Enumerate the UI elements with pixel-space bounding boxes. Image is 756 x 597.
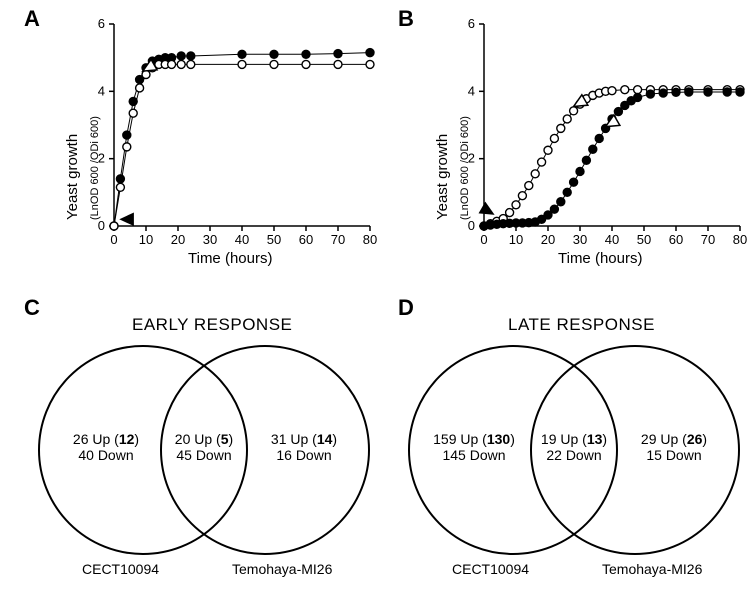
venn-d-center-text: 19 Up (13)22 Down <box>532 431 616 463</box>
svg-text:10: 10 <box>509 232 523 247</box>
svg-text:20: 20 <box>541 232 555 247</box>
chart-a-ylabel-sub: (LnOD 600 /ODi 600) <box>89 116 101 220</box>
panel-label-b: B <box>398 6 414 32</box>
svg-text:60: 60 <box>299 232 313 247</box>
chart-a-xlabel: Time (hours) <box>188 250 272 267</box>
svg-text:70: 70 <box>331 232 345 247</box>
chart-b: Yeast growth (LnOD 600 /ODi 600) 0 10 20 30… <box>422 10 752 270</box>
chart-a: Yeast growth (LnOD 600 /ODi 600) 0 10 20 30… <box>52 10 382 270</box>
venn-d-right-text: 29 Up (26)15 Down <box>622 431 726 463</box>
svg-text:80: 80 <box>733 232 747 247</box>
chart-b-ylabel: Yeast growth (LnOD 600 /ODi 600) <box>434 116 471 220</box>
chart-a-svg: 010203040506070800246 <box>52 10 382 270</box>
svg-text:6: 6 <box>98 16 105 31</box>
svg-text:4: 4 <box>468 83 475 98</box>
svg-text:80: 80 <box>363 232 377 247</box>
panel-label-a: A <box>24 6 40 32</box>
svg-text:40: 40 <box>235 232 249 247</box>
svg-text:50: 50 <box>267 232 281 247</box>
venn-d-title: LATE RESPONSE <box>508 315 655 335</box>
venn-c-center-text: 20 Up (5)45 Down <box>162 431 246 463</box>
svg-text:0: 0 <box>98 218 105 233</box>
venn-c-right-text: 31 Up (14)16 Down <box>254 431 354 463</box>
chart-a-ylabel: Yeast growth (LnOD 600 /ODi 600) <box>64 116 101 220</box>
svg-text:50: 50 <box>637 232 651 247</box>
venn-d: LATE RESPONSE 159 Up (130)145 Down 19 Up… <box>400 315 748 590</box>
venn-c-left-caption: CECT10094 <box>82 561 159 577</box>
svg-text:10: 10 <box>139 232 153 247</box>
svg-text:60: 60 <box>669 232 683 247</box>
svg-text:0: 0 <box>110 232 117 247</box>
chart-b-ylabel-sub: (LnOD 600 /ODi 600) <box>459 116 471 220</box>
venn-c-title: EARLY RESPONSE <box>132 315 292 335</box>
svg-text:70: 70 <box>701 232 715 247</box>
svg-text:30: 30 <box>203 232 217 247</box>
venn-d-right-caption: Temohaya-MI26 <box>602 561 702 577</box>
venn-d-left-text: 159 Up (130)145 Down <box>414 431 534 463</box>
venn-c: EARLY RESPONSE 26 Up (12)40 Down 20 Up (… <box>30 315 378 590</box>
venn-c-right-caption: Temohaya-MI26 <box>232 561 332 577</box>
figure-root: A B C D Yeast growth (LnOD 600 /ODi 600)… <box>0 0 756 597</box>
svg-text:40: 40 <box>605 232 619 247</box>
chart-a-ylabel-main: Yeast growth <box>64 134 81 220</box>
venn-c-left-text: 26 Up (12)40 Down <box>56 431 156 463</box>
svg-text:30: 30 <box>573 232 587 247</box>
svg-text:0: 0 <box>480 232 487 247</box>
svg-text:6: 6 <box>468 16 475 31</box>
venn-d-left-caption: CECT10094 <box>452 561 529 577</box>
chart-b-ylabel-main: Yeast growth <box>434 134 451 220</box>
chart-b-svg: 010203040506070800246 <box>422 10 752 270</box>
chart-b-xlabel: Time (hours) <box>558 250 642 267</box>
svg-text:20: 20 <box>171 232 185 247</box>
svg-text:4: 4 <box>98 83 105 98</box>
svg-text:0: 0 <box>468 218 475 233</box>
